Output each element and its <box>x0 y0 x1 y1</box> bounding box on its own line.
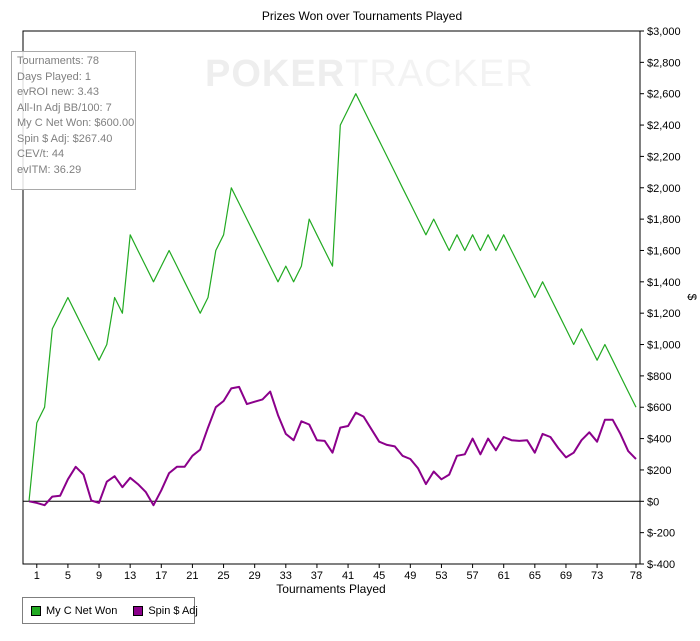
x-tick-label: 17 <box>155 570 167 582</box>
x-tick-label: 25 <box>217 570 229 582</box>
y-tick-label: $1,600 <box>647 245 681 257</box>
x-tick-label: 49 <box>404 570 416 582</box>
x-tick-label: 5 <box>65 570 71 582</box>
legend-swatch-net-won <box>31 605 41 616</box>
x-tick-label: 45 <box>373 570 385 582</box>
y-tick-label: $2,800 <box>647 57 681 69</box>
legend-label-net-won: My C Net Won <box>46 604 118 617</box>
y-tick-label: $2,200 <box>647 151 681 163</box>
x-axis-title: Tournaments Played <box>276 582 385 596</box>
y-tick-label: $600 <box>647 402 671 414</box>
watermark-text-b: TRACKER <box>345 53 534 95</box>
stat-cev-t: CEV/t: 44 <box>17 148 65 160</box>
chart-title: Prizes Won over Tournaments Played <box>262 9 462 23</box>
stat-tournaments: Tournaments: 78 <box>17 55 99 67</box>
x-tick-label: 61 <box>498 570 510 582</box>
legend-label-spin-adj: Spin $ Adj <box>148 604 198 617</box>
y-tick-label: $1,000 <box>647 340 681 352</box>
x-tick-label: 73 <box>591 570 603 582</box>
legend-item-net-won[interactable]: My C Net Won <box>31 605 117 617</box>
stats-box: Tournaments: 78 Days Played: 1 evROI new… <box>11 51 136 190</box>
y-tick-label: $1,200 <box>647 308 681 320</box>
y-tick-label: $2,600 <box>647 89 681 101</box>
legend-item-spin-adj[interactable]: Spin $ Adj <box>133 605 198 617</box>
stat-evitm: evITM: 36.29 <box>17 163 82 176</box>
y-tick-label: $1,800 <box>647 214 681 226</box>
x-tick-label: 9 <box>96 570 102 582</box>
legend-swatch-spin-adj <box>133 605 144 616</box>
x-tick-label: 37 <box>311 570 323 582</box>
series-line-my-c-net-won <box>28 93 637 502</box>
y-axis-title: $ <box>685 294 699 301</box>
x-tick-label: 69 <box>560 570 572 582</box>
y-tick-label: $2,400 <box>647 120 681 132</box>
x-tick-label: 33 <box>280 570 292 582</box>
x-tick-label: 65 <box>529 570 541 582</box>
y-tick-label: $-400 <box>647 559 675 571</box>
y-tick-label: $2,000 <box>647 183 681 195</box>
x-tick-label: 13 <box>124 570 136 582</box>
y-tick-label: $200 <box>647 465 671 477</box>
y-tick-label: $800 <box>647 371 671 383</box>
y-tick-label: $3,000 <box>647 26 681 38</box>
y-tick-label: $-200 <box>647 528 675 540</box>
y-tick-label: $1,400 <box>647 277 681 289</box>
series-line-spin-adj <box>28 385 637 507</box>
plot-frame <box>22 30 641 565</box>
x-tick-label: 53 <box>435 570 447 582</box>
y-tick-label: $400 <box>647 434 671 446</box>
pokertracker-watermark: POKERTRACKER <box>205 53 534 96</box>
x-tick-label: 29 <box>249 570 261 582</box>
y-tick-label: $0 <box>647 496 659 508</box>
stat-allin-adj-bb: All-In Adj BB/100: 7 <box>17 101 112 114</box>
x-tick-label: 78 <box>630 570 642 582</box>
chart-legend: My C Net Won Spin $ Adj <box>22 597 198 624</box>
plot-area: $-400 $-200 $0 $200 $400 $600 $800 $1,000 $1,200… <box>22 26 681 582</box>
stat-evroi: evROI new: 3.43 <box>17 86 99 98</box>
stat-spin-adj: Spin $ Adj: $267.40 <box>17 132 113 145</box>
x-tick-label: 21 <box>186 570 198 582</box>
x-tick-label: 57 <box>466 570 478 582</box>
x-tick-label: 1 <box>34 570 40 582</box>
stat-days-played: Days Played: 1 <box>17 70 91 83</box>
watermark-text-a: POKER <box>205 53 346 95</box>
stat-net-won: My C Net Won: $600.00 <box>17 117 135 129</box>
x-tick-label: 41 <box>342 570 354 582</box>
